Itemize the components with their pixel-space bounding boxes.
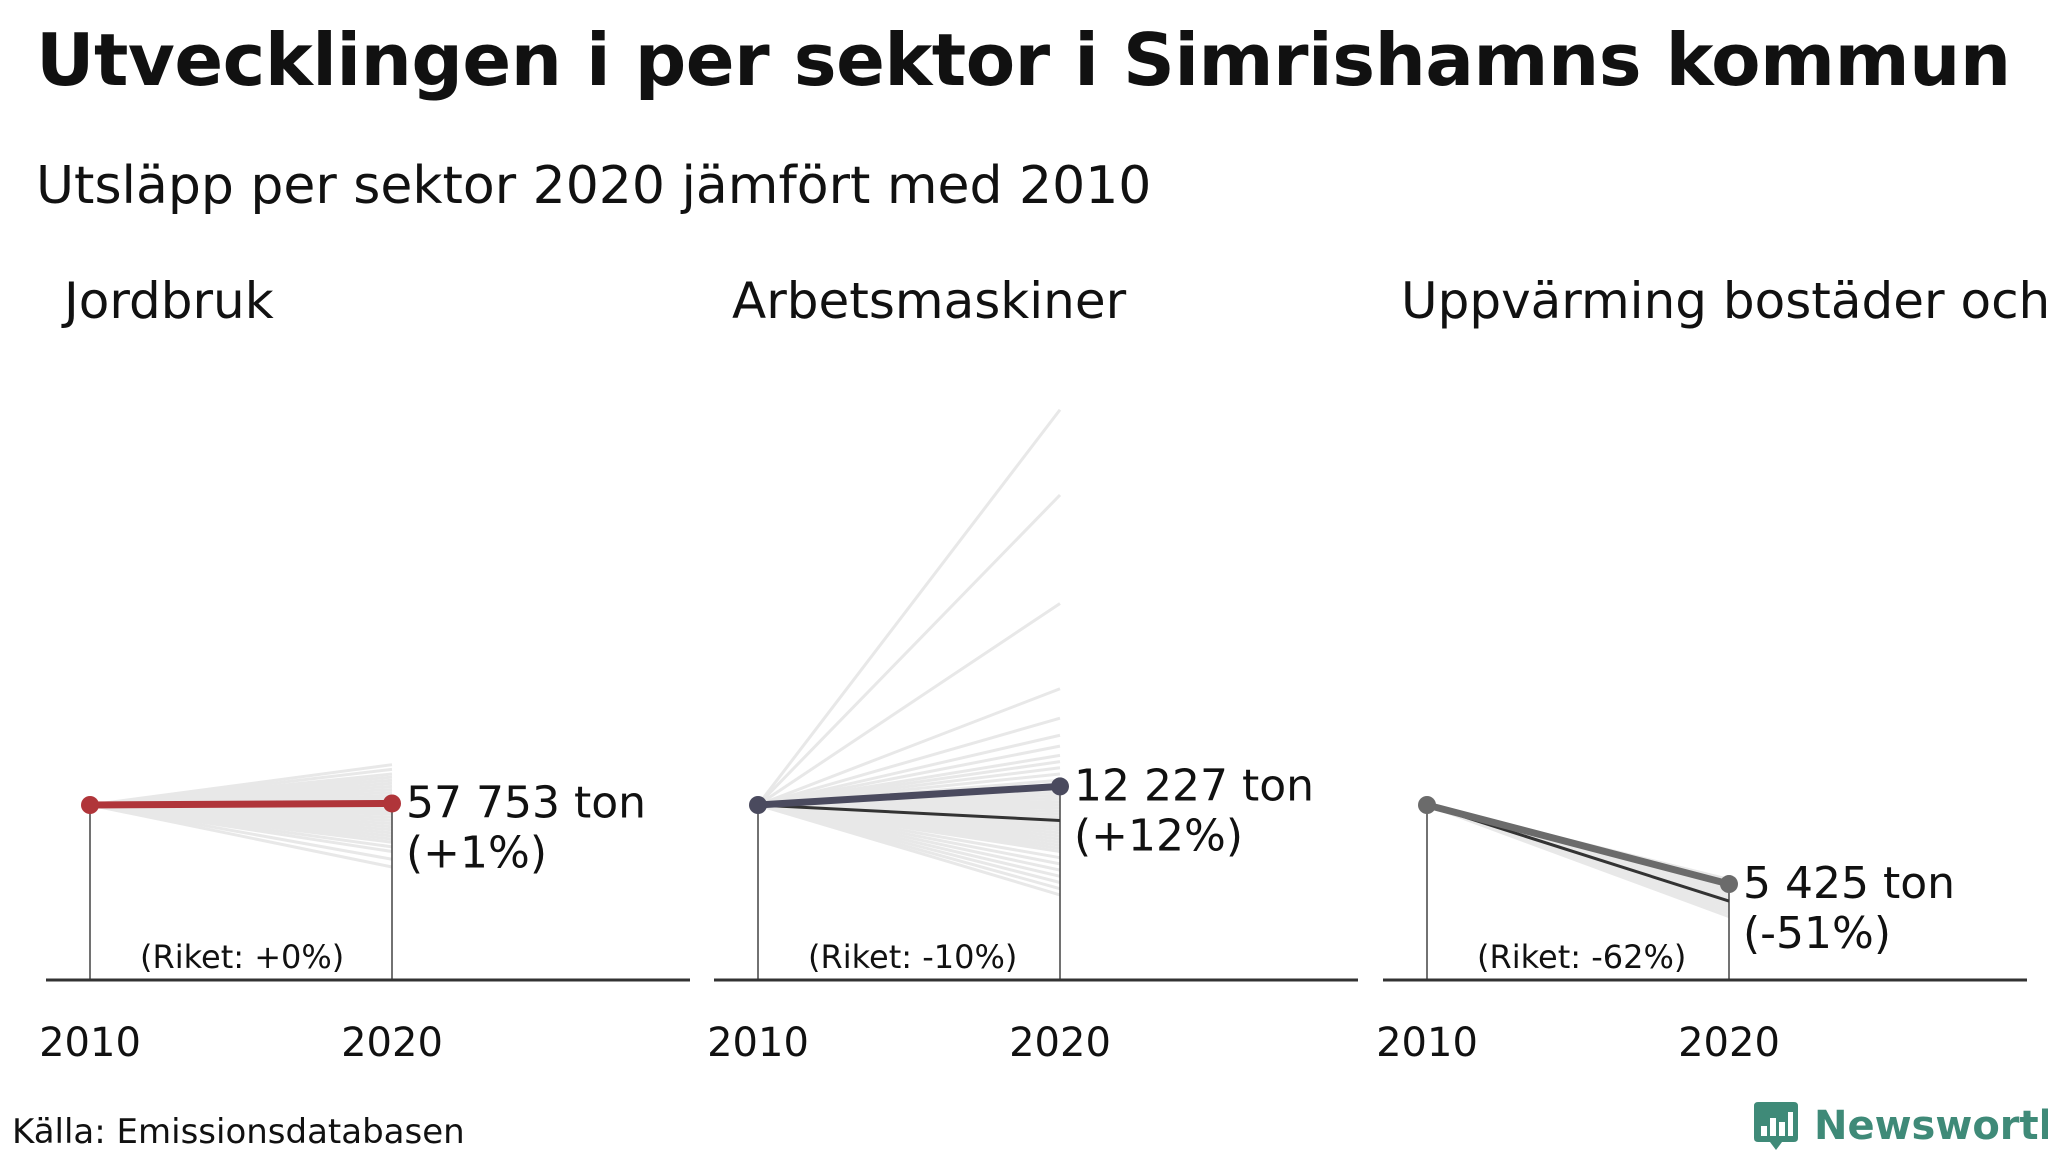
point-2020 (1720, 875, 1738, 894)
municipality-line (754, 782, 1064, 809)
x-tick-label: 2020 (1009, 1020, 1111, 1066)
background-municipality-line (757, 687, 1061, 807)
municipality-line (1423, 801, 1733, 888)
point-2020 (1051, 777, 1069, 796)
bar-chart-logo-icon (1754, 1102, 1798, 1150)
source-note: Källa: Emissionsdatabasen (12, 1112, 465, 1152)
x-tick-label: 2010 (39, 1020, 141, 1066)
chart-title: Utvecklingen i per sektor i Simrishamns … (36, 18, 2011, 102)
point-2020 (383, 794, 401, 813)
national-change-note: (Riket: +0%) (140, 938, 344, 976)
x-tick-label: 2020 (1678, 1020, 1780, 1066)
panel-title: Jordbruk (61, 272, 274, 330)
panel-title: Uppvärming bostäder och (1401, 272, 2048, 330)
change-label: (+12%) (1074, 810, 1243, 861)
x-tick-label: 2020 (341, 1020, 443, 1066)
background-municipality-line (757, 744, 1061, 807)
chart-subtitle: Utsläpp per sektor 2020 jämfört med 2010 (36, 156, 1152, 216)
x-tick-label: 2010 (1376, 1020, 1478, 1066)
value-label: 57 753 ton (406, 777, 646, 828)
background-municipality-line (757, 602, 1061, 807)
brand-name: Newsworthy (1814, 1103, 2048, 1149)
municipality-line (86, 799, 396, 809)
x-tick-label: 2010 (707, 1020, 809, 1066)
brand-logo: Newsworthy (1752, 1100, 2048, 1152)
background-municipality-line (757, 733, 1061, 807)
panel-title: Arbetsmaskiner (732, 272, 1127, 330)
point-2010 (81, 796, 99, 814)
change-label: (+1%) (406, 827, 547, 878)
background-municipality-line (757, 753, 1061, 807)
background-municipality-line (89, 763, 393, 807)
point-2010 (1418, 796, 1436, 814)
national-change-note: (Riket: -10%) (808, 938, 1017, 976)
change-label: (-51%) (1743, 908, 1891, 959)
point-2010 (749, 796, 767, 814)
background-municipality-line (756, 493, 1062, 807)
background-municipality-line (756, 408, 1062, 806)
national-change-note: (Riket: -62%) (1477, 938, 1686, 976)
value-label: 12 227 ton (1074, 760, 1314, 811)
background-municipality-line (757, 716, 1061, 807)
value-label: 5 425 ton (1743, 858, 1955, 909)
national-trend-line (757, 803, 1061, 822)
